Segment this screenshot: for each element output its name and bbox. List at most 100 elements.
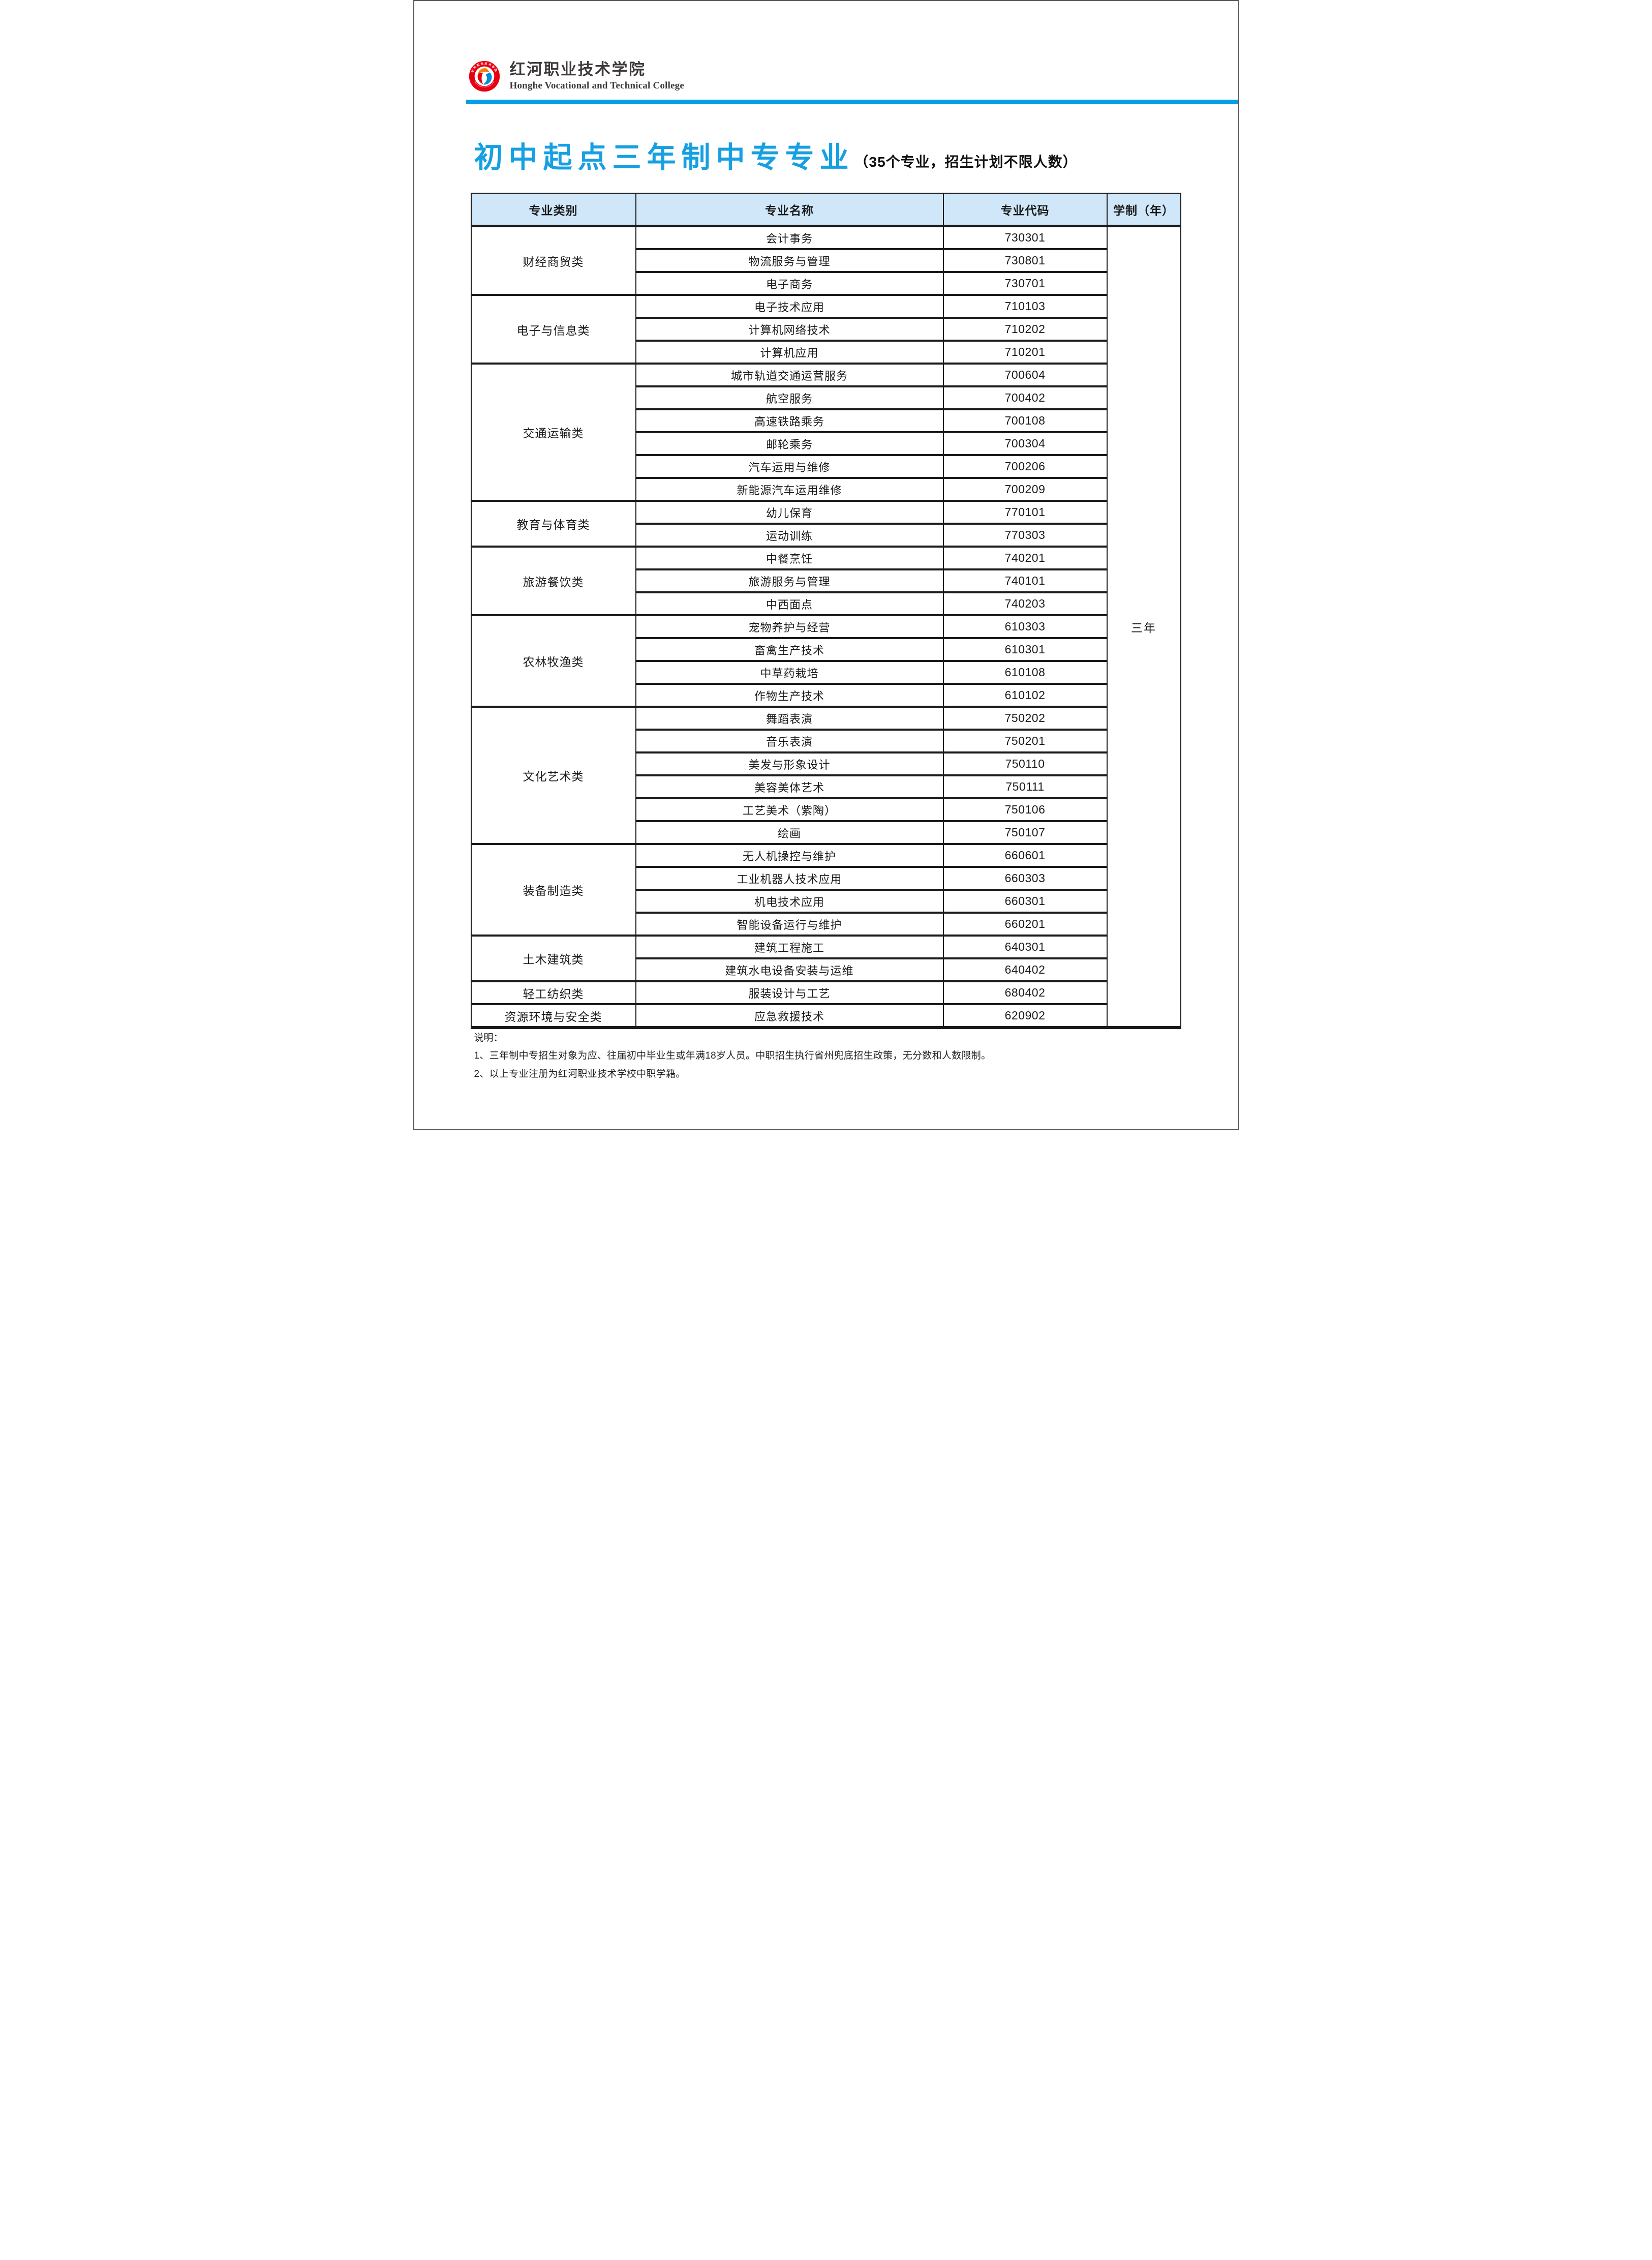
college-name: 红河职业技术学院 xyxy=(509,60,646,78)
programs-tbody: 财经商贸类 会计事务 730301 三年 物流服务与管理 730801 电子商务 730701… xyxy=(470,225,1181,1029)
program-name-cell: 计算机应用 xyxy=(635,340,944,365)
program-name-cell: 畜禽生产技术 xyxy=(635,637,944,662)
table-row: 航空服务 700402 xyxy=(471,385,1181,410)
table-row: 运动训练 770303 xyxy=(471,523,1181,548)
program-code-cell: 680402 xyxy=(942,980,1108,1005)
table-row: 中草药栽培 610108 xyxy=(471,660,1181,685)
program-code-cell: 710103 xyxy=(942,294,1108,319)
table-row: 畜禽生产技术 610301 xyxy=(471,637,1181,662)
program-code-cell: 700604 xyxy=(942,363,1108,387)
program-code-cell: 750201 xyxy=(942,729,1108,754)
program-code-cell: 660601 xyxy=(942,843,1108,868)
category-cell: 轻工纺织类 xyxy=(470,980,636,1005)
program-name-cell: 音乐表演 xyxy=(635,729,944,754)
note-item: 2、以上专业注册为红河职业技术学校中职学籍。 xyxy=(474,1069,686,1079)
program-code-cell: 770101 xyxy=(942,500,1108,525)
table-row: 音乐表演 750201 xyxy=(471,729,1181,754)
program-name-cell: 会计事务 xyxy=(635,225,944,250)
program-name-cell: 建筑水电设备安装与运维 xyxy=(635,957,944,982)
column-header-category: 专业类别 xyxy=(470,193,636,227)
table-row: 工艺美术（紫陶） 750106 xyxy=(471,797,1181,822)
program-code-cell: 640402 xyxy=(942,957,1108,982)
program-code-cell: 770303 xyxy=(942,523,1108,548)
program-code-cell: 660303 xyxy=(942,866,1108,891)
program-name-cell: 舞蹈表演 xyxy=(635,706,944,731)
program-name-cell: 作物生产技术 xyxy=(635,683,944,708)
table-row: 建筑水电设备安装与运维 640402 xyxy=(471,957,1181,982)
college-logo-icon: 红河职业技术学院 Honghe Vocational and Technical… xyxy=(469,61,500,92)
page: 红河职业技术学院 Honghe Vocational and Technical… xyxy=(413,0,1239,1130)
table-row: 资源环境与安全类 应急救援技术 620902 xyxy=(470,1003,1181,1029)
table-row: 汽车运用与维修 700206 xyxy=(471,454,1181,479)
college-name-en: Honghe Vocational and Technical College xyxy=(509,80,685,92)
program-name-cell: 高速铁路乘务 xyxy=(635,408,944,433)
title-row: 初中起点三年制中专专业 （35个专业，招生计划不限人数） xyxy=(474,141,1078,175)
program-name-cell: 智能设备运行与维护 xyxy=(635,912,944,937)
program-code-cell: 660301 xyxy=(942,889,1108,914)
program-code-cell: 750111 xyxy=(942,774,1108,799)
program-code-cell: 700209 xyxy=(942,477,1108,502)
program-name-cell: 航空服务 xyxy=(635,385,944,410)
notes-heading: 说明： xyxy=(474,1033,503,1043)
table-row: 高速铁路乘务 700108 xyxy=(471,408,1181,433)
note-item: 1、三年制中专招生对象为应、往届初中毕业生或年满18岁人员。中职招生执行省州兜底… xyxy=(474,1050,991,1061)
table-row: 轻工纺织类 服装设计与工艺 680402 xyxy=(470,980,1181,1005)
table-row: 财经商贸类 会计事务 730301 三年 xyxy=(470,225,1181,1029)
program-name-cell: 中西面点 xyxy=(635,591,944,616)
program-name-cell: 城市轨道交通运营服务 xyxy=(635,363,944,387)
table-row: 美发与形象设计 750110 xyxy=(471,751,1181,776)
program-code-cell: 700402 xyxy=(942,385,1108,410)
program-code-cell: 740201 xyxy=(942,546,1108,570)
category-cell: 资源环境与安全类 xyxy=(470,1003,636,1029)
table-row: 绘画 750107 xyxy=(471,820,1181,845)
table-row: 工业机器人技术应用 660303 xyxy=(471,866,1181,891)
program-name-cell: 应急救援技术 xyxy=(635,1003,944,1029)
program-name-cell: 绘画 xyxy=(635,820,944,845)
brand-text: 红河职业技术学院 Honghe Vocational and Technical… xyxy=(510,61,685,92)
program-name-cell: 无人机操控与维护 xyxy=(635,843,944,868)
program-code-cell: 710201 xyxy=(942,340,1108,365)
category-cell: 电子与信息类 xyxy=(470,294,636,365)
program-name-cell: 中草药栽培 xyxy=(635,660,944,685)
program-name-cell: 工业机器人技术应用 xyxy=(635,866,944,891)
table-row: 旅游服务与管理 740101 xyxy=(471,568,1181,593)
program-code-cell: 730801 xyxy=(942,248,1108,273)
program-code-cell: 730301 xyxy=(942,225,1108,250)
table-row: 新能源汽车运用维修 700209 xyxy=(471,477,1181,502)
table-row: 交通运输类 城市轨道交通运营服务 700604 xyxy=(470,363,1181,502)
program-name-cell: 邮轮乘务 xyxy=(635,431,944,456)
program-name-cell: 服装设计与工艺 xyxy=(635,980,944,1005)
category-cell: 旅游餐饮类 xyxy=(470,546,636,616)
program-name-cell: 电子商务 xyxy=(635,271,944,296)
table-row: 土木建筑类 建筑工程施工 640301 xyxy=(470,935,1181,982)
table-row: 电子与信息类 电子技术应用 710103 xyxy=(470,294,1181,365)
category-cell: 教育与体育类 xyxy=(470,500,636,548)
program-code-cell: 750110 xyxy=(942,751,1108,776)
program-code-cell: 700206 xyxy=(942,454,1108,479)
table-row: 计算机网络技术 710202 xyxy=(471,317,1181,342)
table-row: 智能设备运行与维护 660201 xyxy=(471,912,1181,937)
table-row: 农林牧渔类 宠物养护与经营 610303 xyxy=(470,614,1181,708)
table-row: 邮轮乘务 700304 xyxy=(471,431,1181,456)
program-code-cell: 640301 xyxy=(942,935,1108,959)
notes-section: 说明： 1、三年制中专招生对象为应、往届初中毕业生或年满18岁人员。中职招生执行… xyxy=(474,1030,1196,1084)
program-code-cell: 730701 xyxy=(942,271,1108,296)
table-row: 机电技术应用 660301 xyxy=(471,889,1181,914)
table-row: 教育与体育类 幼儿保育 770101 xyxy=(470,500,1181,548)
table-row: 装备制造类 无人机操控与维护 660601 xyxy=(470,843,1181,937)
logo-emblem xyxy=(477,68,492,85)
column-header-duration: 学制（年） xyxy=(1106,193,1181,227)
program-name-cell: 机电技术应用 xyxy=(635,889,944,914)
program-code-cell: 700304 xyxy=(942,431,1108,456)
program-name-cell: 中餐烹饪 xyxy=(635,546,944,570)
category-cell: 财经商贸类 xyxy=(470,225,636,296)
program-code-cell: 610102 xyxy=(942,683,1108,708)
table-row: 文化艺术类 舞蹈表演 750202 xyxy=(470,706,1181,845)
category-cell: 农林牧渔类 xyxy=(470,614,636,708)
program-code-cell: 740203 xyxy=(942,591,1108,616)
table-row: 美容美体艺术 750111 xyxy=(471,774,1181,799)
program-name-cell: 工艺美术（紫陶） xyxy=(635,797,944,822)
header-brand: 红河职业技术学院 Honghe Vocational and Technical… xyxy=(466,58,685,95)
page-title: 初中起点三年制中专专业 xyxy=(474,141,854,174)
category-cell: 交通运输类 xyxy=(470,363,636,502)
